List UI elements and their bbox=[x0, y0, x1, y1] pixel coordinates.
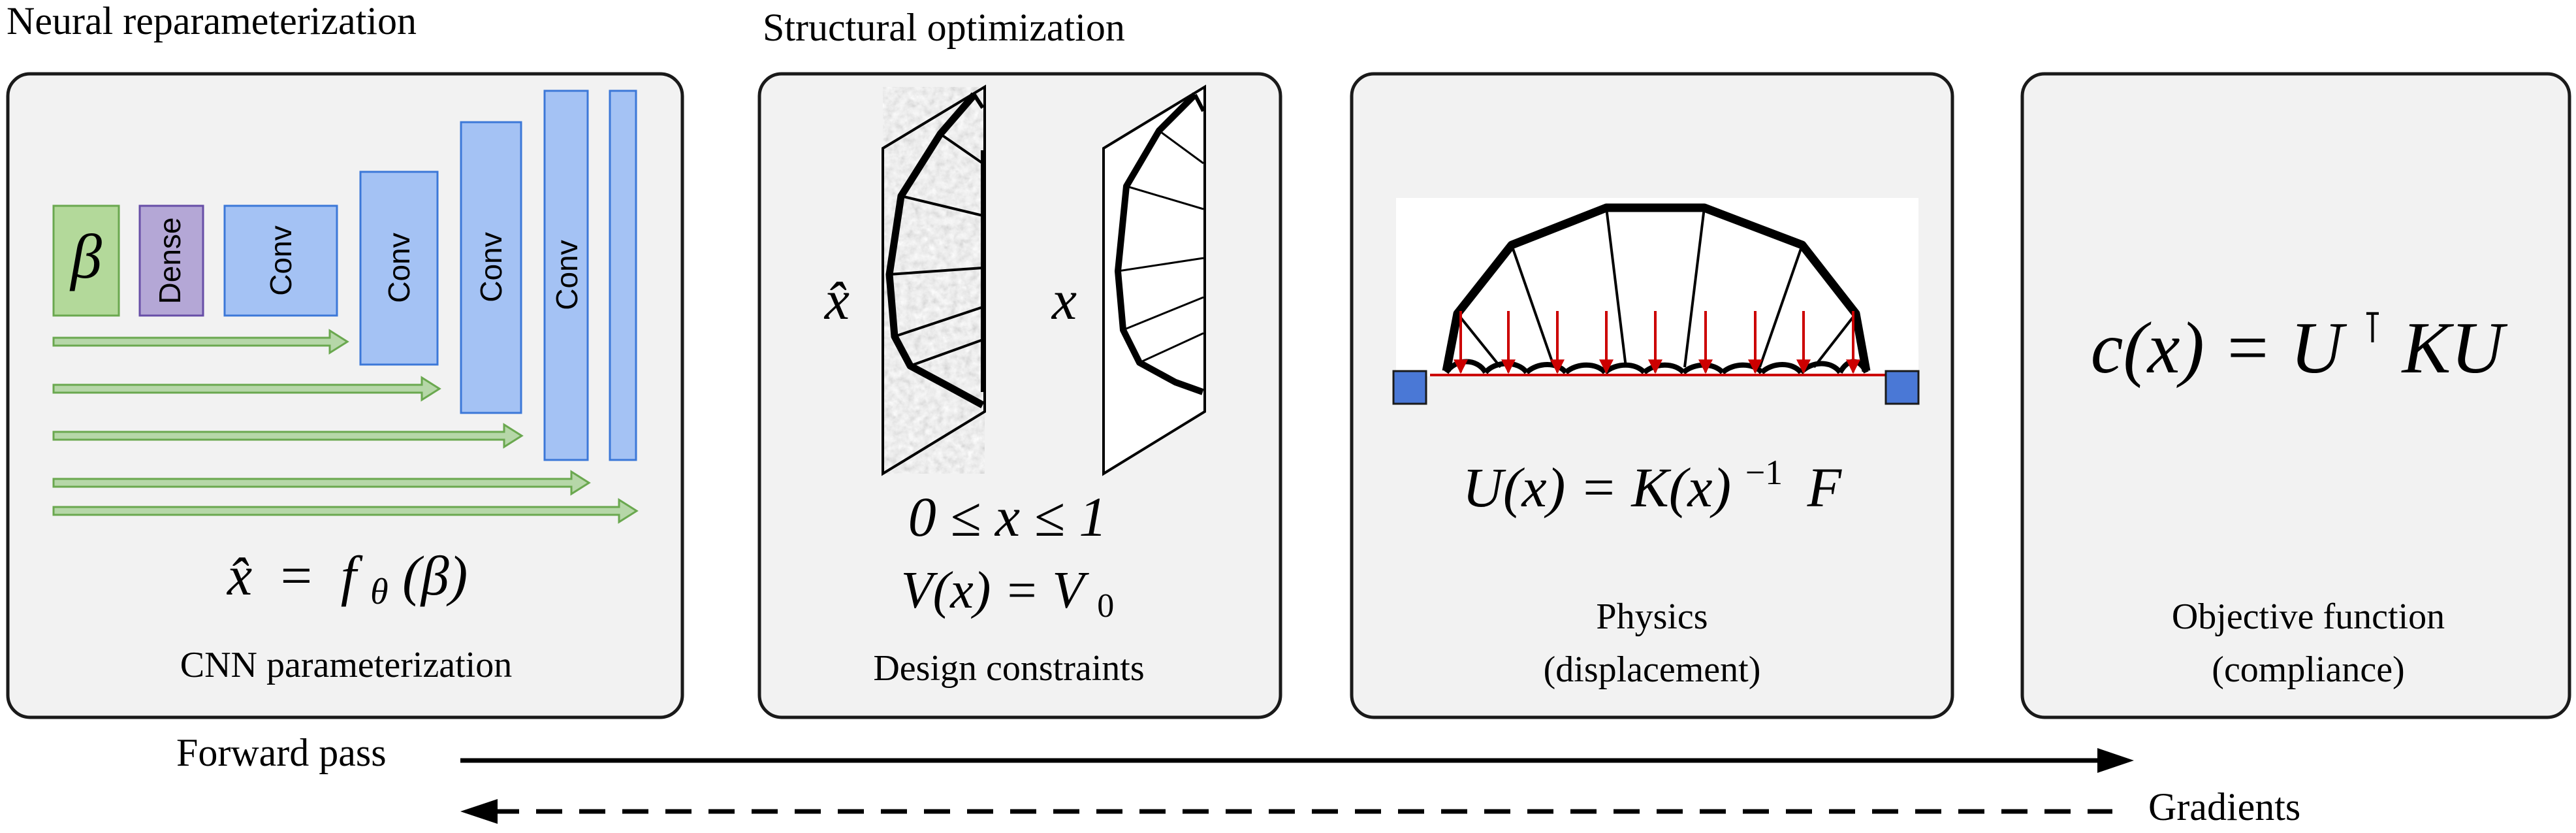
conv-block-2 bbox=[359, 171, 439, 366]
cnn-eq-arg: (β) bbox=[402, 544, 468, 607]
skip-arrow-1 bbox=[52, 329, 349, 355]
dense-block bbox=[138, 204, 204, 317]
structural-optimization-title: Structural optimization bbox=[763, 6, 1125, 49]
skip-arrows bbox=[52, 329, 639, 524]
conv-label-1: Conv bbox=[264, 225, 298, 295]
objective-eq-sup: ⊺ bbox=[2361, 304, 2383, 352]
cnn-eq-f: f bbox=[341, 544, 363, 607]
conv-block-4 bbox=[543, 90, 589, 461]
objective-caption-line2: (compliance) bbox=[2212, 649, 2404, 690]
volume-eq-main: V(x) = V bbox=[901, 562, 1090, 619]
objective-eq-tail: KU bbox=[2401, 308, 2508, 389]
left-support bbox=[1392, 370, 1427, 405]
conv-label-3: Conv bbox=[474, 232, 508, 302]
cnn-caption: CNN parameterization bbox=[180, 645, 512, 685]
cnn-eq-equals: = bbox=[281, 544, 313, 607]
xhat-label: x̂ bbox=[823, 269, 850, 331]
skip-arrow-2 bbox=[52, 376, 441, 402]
skip-arrow-3 bbox=[52, 423, 524, 449]
physics-eq-tail: F bbox=[1807, 456, 1843, 519]
x-structure bbox=[1115, 92, 1205, 395]
physics-caption-line1: Physics bbox=[1596, 596, 1708, 637]
beta-label: β bbox=[69, 221, 102, 291]
volume-eq-sub: 0 bbox=[1097, 587, 1114, 625]
design-caption: Design constraints bbox=[873, 648, 1144, 689]
physics-caption-line2: (displacement) bbox=[1544, 649, 1761, 690]
conv-block-3 bbox=[460, 121, 522, 414]
forward-pass-arrowhead bbox=[2097, 748, 2134, 773]
gradients-label: Gradients bbox=[2148, 785, 2300, 828]
beta-block bbox=[52, 204, 120, 317]
conv-label-2: Conv bbox=[382, 233, 416, 302]
physics-eq-main: U(x) = K(x) bbox=[1463, 456, 1731, 519]
cnn-equation: x̂ = f θ (β) bbox=[226, 544, 468, 616]
x-label: x bbox=[1051, 269, 1077, 331]
objective-panel bbox=[2020, 72, 2571, 719]
load-arrows bbox=[1454, 311, 1860, 374]
bound-constraint: 0 ≤ x ≤ 1 bbox=[908, 485, 1107, 548]
xhat-frame bbox=[882, 84, 986, 476]
conv-label-4: Conv bbox=[550, 240, 584, 310]
cnn-eq-sub: θ bbox=[370, 572, 389, 612]
skip-arrow-4 bbox=[52, 470, 591, 496]
volume-constraint: V(x) = V 0 bbox=[901, 562, 1115, 625]
dense-label: Dense bbox=[153, 218, 187, 304]
skip-arrow-5 bbox=[52, 498, 639, 524]
forward-pass-label: Forward pass bbox=[176, 731, 387, 774]
right-support bbox=[1884, 370, 1920, 405]
physics-equation: U(x) = K(x) −1 F bbox=[1463, 434, 1843, 519]
gradients-arrowhead bbox=[460, 799, 498, 824]
cnn-eq-lhs: x̂ bbox=[226, 544, 252, 607]
conv-block-1 bbox=[223, 204, 338, 317]
xhat-structure bbox=[885, 92, 985, 408]
physics-eq-sup: −1 bbox=[1745, 453, 1783, 492]
output-block bbox=[609, 90, 637, 461]
objective-eq-main: c(x) = U bbox=[2091, 308, 2347, 389]
objective-equation: c(x) = U ⊺ KU bbox=[2091, 278, 2508, 389]
objective-caption-line1: Objective function bbox=[2172, 596, 2445, 637]
neural-reparameterization-title: Neural reparameterization bbox=[7, 0, 417, 42]
